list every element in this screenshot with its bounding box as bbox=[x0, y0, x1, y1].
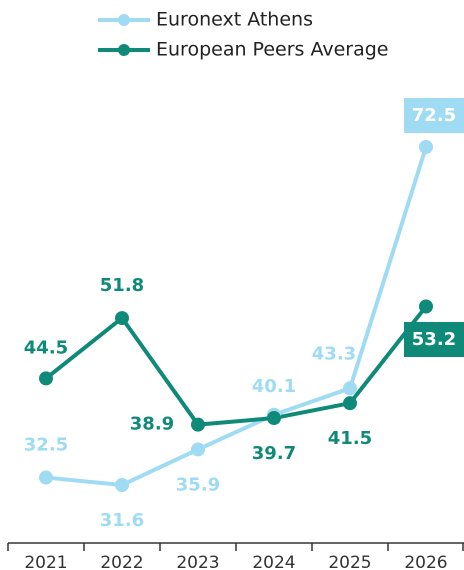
data-label: 38.9 bbox=[130, 414, 174, 435]
legend-label: Euronext Athens bbox=[156, 9, 313, 31]
point bbox=[419, 140, 433, 154]
x-tick-label: 2021 bbox=[24, 553, 67, 570]
label-box bbox=[404, 322, 464, 357]
data-label: 31.6 bbox=[100, 510, 144, 531]
legend-dot bbox=[118, 14, 130, 26]
data-label: 32.5 bbox=[24, 435, 68, 456]
point bbox=[39, 371, 53, 386]
data-label: 40.1 bbox=[252, 376, 296, 397]
point bbox=[419, 299, 433, 314]
series-line bbox=[44, 305, 428, 427]
point bbox=[343, 396, 357, 411]
series-line bbox=[45, 146, 428, 487]
x-tick-label: 2022 bbox=[100, 553, 143, 570]
point bbox=[343, 381, 357, 396]
point bbox=[191, 417, 205, 432]
point bbox=[39, 470, 53, 485]
x-tick-label: 2024 bbox=[252, 553, 295, 570]
data-label: 53.2 bbox=[412, 329, 456, 350]
data-label: 43.3 bbox=[312, 343, 356, 364]
x-tick-label: 2026 bbox=[404, 553, 447, 570]
data-label: 35.9 bbox=[176, 474, 220, 495]
point bbox=[267, 411, 281, 426]
point bbox=[115, 311, 129, 326]
legend-label: European Peers Average bbox=[156, 39, 388, 61]
x-tick-label: 2025 bbox=[328, 553, 371, 570]
label-box bbox=[404, 98, 464, 133]
data-label: 39.7 bbox=[252, 443, 296, 464]
x-tick-label: 2023 bbox=[176, 553, 219, 570]
legend-dot bbox=[118, 44, 130, 56]
data-label: 51.8 bbox=[100, 275, 144, 296]
data-label: 41.5 bbox=[328, 428, 372, 449]
point bbox=[191, 442, 205, 457]
point bbox=[115, 478, 129, 492]
data-label: 72.5 bbox=[412, 105, 456, 126]
data-label: 44.5 bbox=[24, 337, 68, 358]
